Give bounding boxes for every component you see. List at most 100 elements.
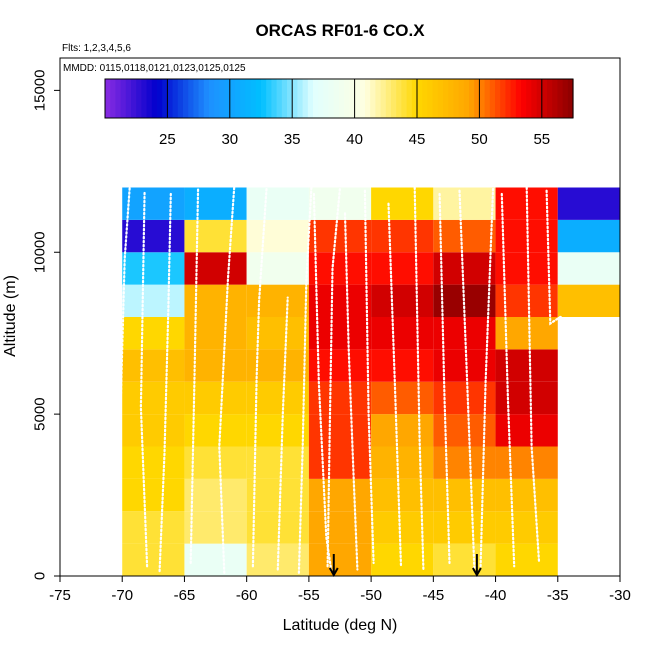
colorbar-segment: [557, 79, 564, 118]
colorbar-segment: [417, 79, 423, 118]
colorbar: 25 30 35 40 45 50 55: [104, 78, 574, 148]
colorbar-segment: [167, 79, 174, 118]
colorbar-segment: [198, 79, 205, 118]
flight-track: [297, 186, 313, 574]
colorbar-segment: [552, 79, 558, 118]
heatmap-cell: [557, 187, 620, 220]
heatmap-cell: [495, 511, 558, 544]
heatmap-cell: [433, 543, 496, 576]
colorbar-segment: [370, 79, 376, 118]
heatmap-cell: [371, 446, 434, 479]
colorbar-segment: [136, 79, 142, 118]
flight-track: [114, 186, 131, 571]
colorbar-segment: [359, 79, 366, 118]
colorbar-segment: [323, 79, 330, 118]
colorbar-segment: [448, 79, 454, 118]
colorbar-segment: [255, 79, 262, 118]
flights-label: Flts: 1,2,3,4,5,6: [62, 43, 131, 54]
colorbar-tick-label: 30: [221, 131, 238, 148]
heatmap-cell: [371, 381, 434, 415]
colorbar-segment: [287, 79, 293, 118]
heatmap-cell: [371, 317, 434, 350]
colorbar-segment: [547, 79, 553, 118]
x-tick-label: -65: [174, 587, 196, 604]
colorbar-segment: [105, 79, 111, 118]
colorbar-segment: [276, 79, 283, 118]
colorbar-segment: [328, 79, 335, 118]
colorbar-segment: [297, 79, 304, 118]
heatmap-cell: [184, 511, 247, 544]
heatmap-cell: [246, 252, 309, 285]
heatmap-cell: [433, 446, 496, 479]
x-tick-label: -75: [49, 587, 71, 604]
heatmap-cell: [184, 284, 247, 317]
colorbar-segment: [235, 79, 241, 118]
colorbar-segment: [541, 79, 548, 118]
heatmap-cell: [371, 219, 434, 253]
heatmap-cell: [433, 187, 496, 220]
colorbar-segment: [224, 79, 231, 118]
heatmap-cell: [371, 187, 434, 220]
flight-tracks: [114, 186, 577, 574]
heatmap-cell: [184, 543, 247, 576]
colorbar-segment: [344, 79, 350, 118]
colorbar-segment: [125, 79, 132, 118]
flight-track: [387, 202, 403, 568]
flight-track: [251, 186, 268, 568]
colorbar-segment: [141, 79, 148, 118]
heatmap-cell: [371, 414, 434, 447]
flight-track: [276, 296, 289, 571]
heatmap-cell: [184, 446, 247, 479]
colorbar-segment: [203, 79, 210, 118]
colorbar-segment: [385, 79, 392, 118]
colorbar-segment: [562, 79, 569, 118]
colorbar-segment: [115, 79, 122, 118]
colorbar-segment: [157, 79, 163, 118]
heatmap-cell: [246, 219, 309, 253]
colorbar-segment: [432, 79, 439, 118]
flight-track: [139, 189, 149, 568]
heatmap-cells: [122, 187, 620, 576]
heatmap-cell: [184, 478, 247, 512]
x-tick-label: -50: [360, 587, 382, 604]
x-tick-label: -45: [422, 587, 444, 604]
colorbar-segment: [266, 79, 272, 118]
colorbar-segment: [188, 79, 194, 118]
colorbar-segment: [302, 79, 309, 118]
heatmap-cell: [308, 478, 372, 512]
colorbar-segment: [339, 79, 345, 118]
x-tick-label: -40: [485, 587, 507, 604]
colorbar-segment: [209, 79, 215, 118]
heatmap-cell: [122, 446, 185, 479]
colorbar-segment: [349, 79, 356, 118]
flight-track: [438, 192, 451, 565]
flight-track: [326, 186, 342, 568]
heatmap-cell: [246, 414, 309, 447]
heatmap-cell: [246, 446, 309, 479]
colorbar-segment: [146, 79, 153, 118]
colorbar-segment: [313, 79, 319, 118]
heatmap-cell: [308, 511, 372, 544]
heatmap-cell: [246, 511, 309, 544]
heatmap-cell: [184, 187, 247, 220]
colorbar-segment: [427, 79, 434, 118]
flight-track: [479, 186, 495, 568]
heatmap-cell: [371, 349, 434, 382]
colorbar-segment: [271, 79, 278, 118]
x-tick-label: -60: [236, 587, 258, 604]
marker-arrow-head: [472, 567, 482, 578]
colorbar-segment: [531, 79, 538, 118]
heatmap-cell: [184, 252, 247, 285]
colorbar-segment: [172, 79, 179, 118]
colorbar-segment: [396, 79, 402, 118]
colorbar-segment: [131, 79, 137, 118]
colorbar-segment: [500, 79, 506, 118]
x-tick-label: -70: [111, 587, 133, 604]
colorbar-segment: [240, 79, 246, 118]
heatmap-cell: [122, 543, 185, 576]
colorbar-tick-label: 50: [471, 131, 488, 148]
colorbar-tick-label: 35: [284, 131, 301, 148]
heatmap-cell: [371, 511, 434, 544]
heatmap-cell: [122, 478, 185, 512]
colorbar-segment: [474, 79, 480, 118]
